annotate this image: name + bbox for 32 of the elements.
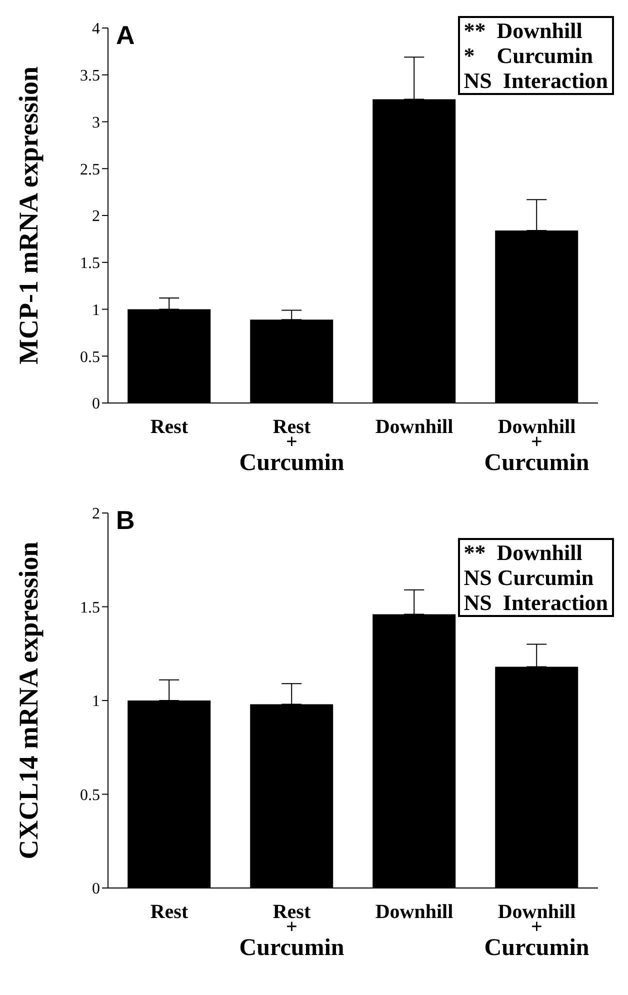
annotation: NS Interaction	[464, 68, 608, 93]
y-tick-label: 2.5	[80, 161, 100, 178]
x-tick-label: Downhill	[375, 416, 454, 438]
annotation: NS Interaction	[464, 590, 608, 615]
annotation: ** Downhill	[464, 540, 584, 565]
chart-title: B	[116, 505, 135, 536]
y-axis-title: MCP-1 mRNA expression	[14, 66, 44, 364]
x-tick-label: Rest + Curcumin	[239, 901, 344, 961]
y-tick-label: 0	[92, 880, 100, 898]
y-tick-label: 3.5	[80, 68, 100, 85]
y-tick-label: 2	[92, 208, 100, 226]
y-tick-label: 0	[92, 396, 100, 413]
y-tick-label: 1	[92, 302, 100, 319]
y-tick-label: 4	[92, 20, 100, 38]
y-axis-title: CXCL14 mRNA expression	[14, 542, 44, 860]
y-tick-label: 0.5	[80, 348, 100, 366]
y-tick-label: 0.5	[80, 786, 100, 804]
annotation: * Curcumin	[464, 43, 594, 68]
y-tick-label: 1.5	[80, 599, 100, 616]
chart-title: A	[116, 20, 135, 51]
x-tick-label: Rest + Curcumin	[239, 416, 344, 476]
x-tick-label: Downhill	[375, 901, 454, 923]
y-tick-label: 1	[92, 693, 100, 710]
x-tick-label: Downhill + Curcumin	[484, 901, 590, 961]
annotation: NS Curcumin	[464, 565, 595, 590]
annotation: ** Downhill	[464, 18, 584, 43]
x-tick-label: Rest	[150, 901, 188, 923]
y-tick-label: 2	[92, 506, 100, 523]
y-tick-label: 1.5	[80, 255, 100, 272]
x-tick-label: Rest	[150, 416, 188, 438]
y-tick-label: 3	[92, 114, 100, 132]
x-tick-label: Downhill + Curcumin	[484, 416, 590, 476]
